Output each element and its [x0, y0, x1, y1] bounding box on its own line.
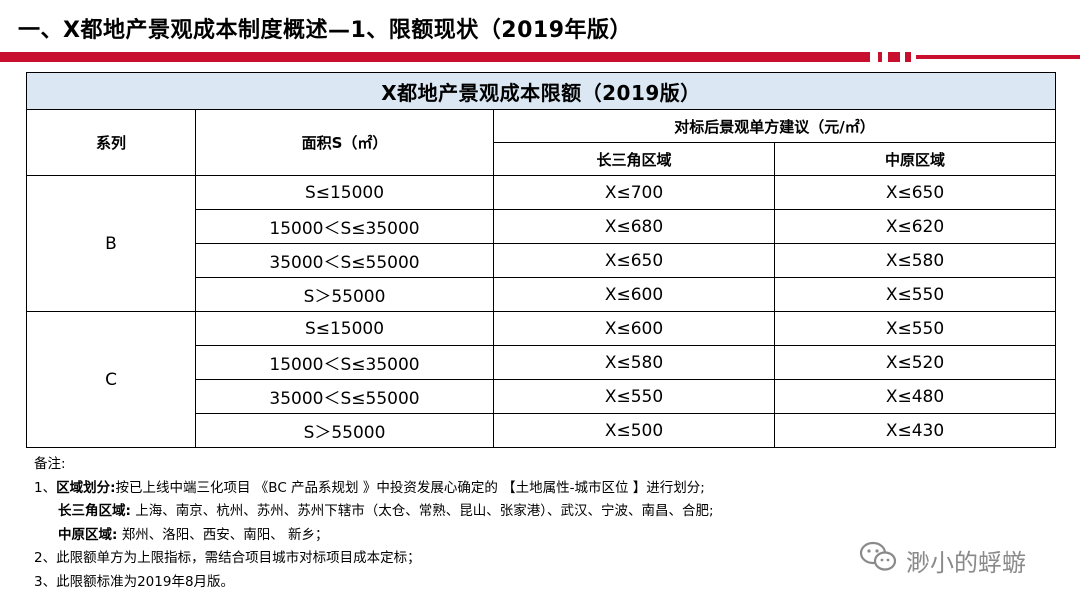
series-cell: B	[26, 175, 196, 312]
note-item-1: 1、区域划分:按已上线中端三化项目 《BC 产品系规划 》中投资发展心确定的 【…	[34, 477, 714, 501]
area-cell: S≤15000	[195, 175, 494, 210]
note-item-2: 2、此限额单方为上限指标，需结合项目城市对标项目成本定标；	[34, 550, 421, 566]
area-cell: 15000＜S≤35000	[195, 345, 494, 380]
wechat-icon	[858, 540, 898, 580]
note-label-yangtze-delta: 长三角区域:	[58, 503, 131, 519]
area-cell: S＞55000	[195, 413, 494, 448]
central-plains-value: X≤480	[773, 379, 1057, 414]
note-number: 1、	[34, 479, 57, 496]
notes-heading: 备注:	[34, 456, 66, 472]
table-row: S＞55000 X≤500 X≤430	[27, 413, 1057, 448]
central-plains-value: X≤550	[773, 311, 1057, 346]
note-label-region-division: 区域划分:	[56, 479, 116, 496]
central-plains-value: X≤430	[773, 413, 1057, 448]
series-cell: C	[26, 311, 196, 448]
area-cell: S＞55000	[195, 277, 494, 312]
note-text: 郑州、洛阳、西安、南阳、 新乡；	[121, 526, 329, 543]
table-row: S＞55000 X≤600 X≤550	[27, 277, 1057, 312]
central-plains-value: X≤620	[773, 209, 1057, 244]
area-cell: 15000＜S≤35000	[195, 209, 494, 244]
note-label-central-plains: 中原区域:	[58, 526, 118, 543]
yangtze-delta-value: X≤700	[493, 175, 775, 210]
note-item-3: 3、此限额标准为2019年8月版。	[34, 573, 235, 590]
header-central-plains: 中原区域	[773, 142, 1057, 176]
central-plains-value: X≤520	[773, 345, 1057, 380]
area-cell: 35000＜S≤55000	[195, 379, 494, 414]
slide-title: 一、X都地产景观成本制度概述—1、限额现状（2019年版）	[18, 18, 633, 43]
central-plains-value: X≤550	[773, 277, 1057, 312]
title-divider	[0, 52, 1080, 62]
watermark: 渺小的蜉蝣	[858, 540, 1026, 580]
table-row: C S≤15000 X≤600 X≤550	[26, 311, 1057, 448]
yangtze-delta-value: X≤600	[493, 277, 775, 312]
note-yangtze-delta: 长三角区域: 上海、南京、杭州、苏州、苏州下辖市（太仓、常熟、昆山、张家港）、武…	[34, 500, 714, 524]
table-row: 15000＜S≤35000 X≤580 X≤520	[27, 345, 1057, 380]
yangtze-delta-value: X≤680	[493, 209, 775, 244]
note-central-plains: 中原区域: 郑州、洛阳、西安、南阳、 新乡；	[34, 524, 714, 548]
table-row: 35000＜S≤55000 X≤650 X≤580	[27, 243, 1057, 278]
yangtze-delta-value: X≤550	[493, 379, 775, 414]
yangtze-delta-value: X≤500	[493, 413, 775, 448]
table-row: B S≤15000 X≤700 X≤650	[26, 175, 1057, 312]
cost-limit-table: X都地产景观成本限额（2019版） 系列 面积S（㎡） 对标后景观单方建议（元/…	[25, 72, 1057, 448]
notes-section: 备注: 1、区域划分:按已上线中端三化项目 《BC 产品系规划 》中投资发展心确…	[34, 453, 714, 594]
header-yangtze-delta: 长三角区域	[493, 142, 775, 176]
area-cell: 35000＜S≤55000	[195, 243, 494, 278]
central-plains-value: X≤650	[773, 175, 1057, 210]
table-row: 15000＜S≤35000 X≤680 X≤620	[27, 209, 1057, 244]
header-area: 面积S（㎡）	[195, 109, 494, 176]
central-plains-value: X≤580	[773, 243, 1057, 278]
header-series: 系列	[26, 109, 196, 176]
watermark-text: 渺小的蜉蝣	[906, 548, 1026, 577]
table-row: 35000＜S≤55000 X≤550 X≤480	[27, 379, 1057, 414]
note-text: 上海、南京、杭州、苏州、苏州下辖市（太仓、常熟、昆山、张家港）、武汉、宁波、南昌…	[135, 503, 714, 519]
header-suggested-unit-cost: 对标后景观单方建议（元/㎡）	[492, 109, 1057, 143]
yangtze-delta-value: X≤600	[493, 311, 775, 346]
yangtze-delta-value: X≤580	[493, 345, 775, 380]
note-text: 按已上线中端三化项目 《BC 产品系规划 》中投资发展心确定的 【土地属性-城市…	[115, 479, 705, 496]
table-caption: X都地产景观成本限额（2019版）	[25, 72, 1057, 110]
yangtze-delta-value: X≤650	[493, 243, 775, 278]
area-cell: S≤15000	[195, 311, 494, 346]
